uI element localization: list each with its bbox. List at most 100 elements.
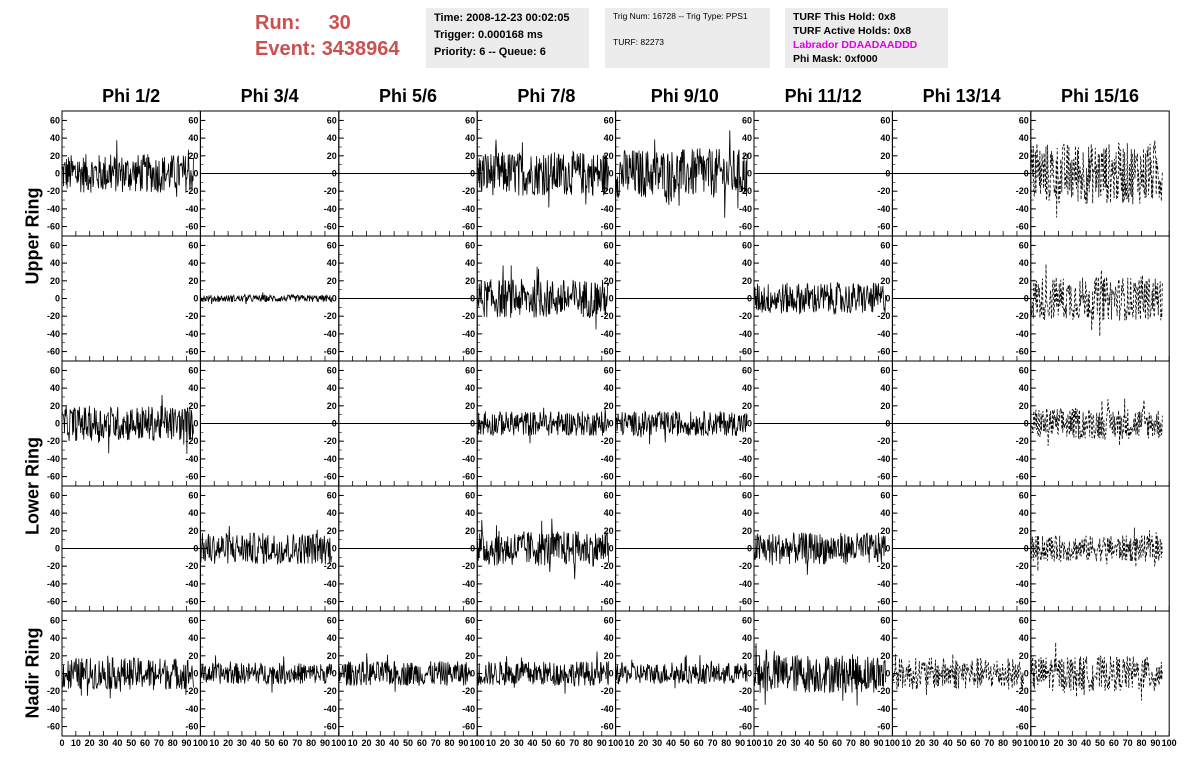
y-tick-label: 40 bbox=[742, 633, 752, 643]
y-tick-label: 0 bbox=[55, 544, 60, 554]
y-tick-label: 60 bbox=[604, 615, 614, 625]
y-tick-label: 40 bbox=[604, 133, 614, 143]
waveform-r5-c7 bbox=[892, 654, 1025, 696]
y-tick-label: -20 bbox=[877, 436, 890, 446]
y-tick-label: 40 bbox=[880, 633, 890, 643]
y-tick-label: 20 bbox=[880, 401, 890, 411]
y-tick-label: 60 bbox=[880, 490, 890, 500]
x-tick-label: 70 bbox=[984, 738, 994, 748]
x-tick-label: 90 bbox=[735, 738, 745, 748]
y-tick-label: 40 bbox=[1019, 508, 1029, 518]
y-tick-label: 0 bbox=[332, 419, 337, 429]
x-tick-label: 80 bbox=[583, 738, 593, 748]
x-tick-label: 40 bbox=[943, 738, 953, 748]
run-label: Run: bbox=[255, 12, 301, 34]
time-text: Time: 2008-12-23 00:02:05 bbox=[434, 12, 570, 24]
y-tick-label: 0 bbox=[470, 169, 475, 179]
y-tick-label: -60 bbox=[1016, 722, 1029, 732]
y-tick-label: 60 bbox=[188, 490, 198, 500]
y-tick-label: -20 bbox=[1016, 561, 1029, 571]
x-tick-label: 60 bbox=[1109, 738, 1119, 748]
x-tick-label: 30 bbox=[375, 738, 385, 748]
y-tick-label: -40 bbox=[601, 579, 614, 589]
x-tick-label: 10 bbox=[1040, 738, 1050, 748]
waveform-r2-c8 bbox=[1030, 264, 1163, 337]
trig-num-text: Trig Num: 16728 -- Trig Type: PPS1 bbox=[613, 11, 748, 21]
y-tick-label: 40 bbox=[465, 133, 475, 143]
x-tick-label: 50 bbox=[541, 738, 551, 748]
y-tick-label: -40 bbox=[185, 579, 198, 589]
waveform-r4-c4 bbox=[476, 518, 610, 580]
y-tick-label: -40 bbox=[877, 454, 890, 464]
y-tick-label: -60 bbox=[462, 472, 475, 482]
x-tick-label: 100 bbox=[1162, 738, 1177, 748]
y-tick-label: 0 bbox=[1024, 669, 1029, 679]
x-tick-label: 60 bbox=[140, 738, 150, 748]
y-tick-label: -20 bbox=[47, 686, 60, 696]
waveform-r4-c8 bbox=[1030, 527, 1163, 571]
x-tick-label: 40 bbox=[251, 738, 261, 748]
y-tick-label: 60 bbox=[327, 115, 337, 125]
x-tick-label: 50 bbox=[403, 738, 413, 748]
y-tick-label: -60 bbox=[1016, 472, 1029, 482]
y-tick-label: -40 bbox=[1016, 579, 1029, 589]
run-event-header: Run: 30 Event: 3438964 bbox=[255, 10, 400, 62]
y-tick-label: -40 bbox=[877, 204, 890, 214]
waveform-r2-c6 bbox=[753, 282, 886, 315]
x-tick-label: 20 bbox=[223, 738, 233, 748]
y-tick-label: 40 bbox=[465, 508, 475, 518]
y-tick-label: -40 bbox=[739, 329, 752, 339]
y-tick-label: 20 bbox=[327, 401, 337, 411]
y-tick-label: 0 bbox=[193, 169, 198, 179]
y-tick-label: -60 bbox=[185, 347, 198, 357]
x-tick-label: 60 bbox=[832, 738, 842, 748]
waveform-r4-c2 bbox=[200, 525, 333, 565]
y-tick-label: 0 bbox=[747, 169, 752, 179]
waveform-r5-c8 bbox=[1030, 642, 1163, 701]
y-tick-label: 20 bbox=[50, 151, 60, 161]
y-tick-label: 20 bbox=[465, 276, 475, 286]
x-tick-label: 70 bbox=[154, 738, 164, 748]
y-tick-label: -20 bbox=[324, 186, 337, 196]
y-tick-label: -60 bbox=[739, 347, 752, 357]
y-tick-label: 60 bbox=[880, 240, 890, 250]
y-tick-label: 60 bbox=[50, 490, 60, 500]
y-tick-label: 20 bbox=[1019, 151, 1029, 161]
x-tick-label: 30 bbox=[514, 738, 524, 748]
waveform-r5-c4 bbox=[476, 651, 610, 694]
x-tick-label: 40 bbox=[666, 738, 676, 748]
y-tick-label: 0 bbox=[55, 294, 60, 304]
x-tick-label: 90 bbox=[1150, 738, 1160, 748]
x-tick-label: 20 bbox=[1053, 738, 1063, 748]
y-tick-label: 60 bbox=[604, 365, 614, 375]
y-tick-label: 0 bbox=[747, 544, 752, 554]
y-tick-label: -20 bbox=[1016, 311, 1029, 321]
x-tick-label: 70 bbox=[707, 738, 717, 748]
y-tick-label: -60 bbox=[324, 347, 337, 357]
y-tick-label: 20 bbox=[604, 526, 614, 536]
x-tick-label: 90 bbox=[1012, 738, 1022, 748]
y-tick-label: 40 bbox=[604, 383, 614, 393]
x-tick-label: 80 bbox=[1137, 738, 1147, 748]
y-tick-label: 40 bbox=[327, 383, 337, 393]
y-tick-label: -40 bbox=[462, 704, 475, 714]
y-tick-label: 0 bbox=[1024, 544, 1029, 554]
y-tick-label: 60 bbox=[880, 365, 890, 375]
x-tick-label: 40 bbox=[389, 738, 399, 748]
y-tick-label: -20 bbox=[739, 311, 752, 321]
y-tick-label: 40 bbox=[742, 133, 752, 143]
y-tick-label: -20 bbox=[47, 561, 60, 571]
y-tick-label: -40 bbox=[1016, 329, 1029, 339]
y-tick-label: 60 bbox=[1019, 240, 1029, 250]
y-tick-label: 40 bbox=[327, 633, 337, 643]
y-tick-label: 40 bbox=[188, 383, 198, 393]
y-tick-label: 0 bbox=[885, 544, 890, 554]
x-tick-label: 50 bbox=[265, 738, 275, 748]
y-tick-label: 60 bbox=[188, 115, 198, 125]
y-tick-label: -40 bbox=[324, 454, 337, 464]
x-tick-label: 80 bbox=[860, 738, 870, 748]
labrador-text: Labrador DDAADAADDD bbox=[793, 39, 918, 51]
x-tick-label: 50 bbox=[126, 738, 136, 748]
x-tick-label: 90 bbox=[874, 738, 884, 748]
y-tick-label: 60 bbox=[604, 240, 614, 250]
